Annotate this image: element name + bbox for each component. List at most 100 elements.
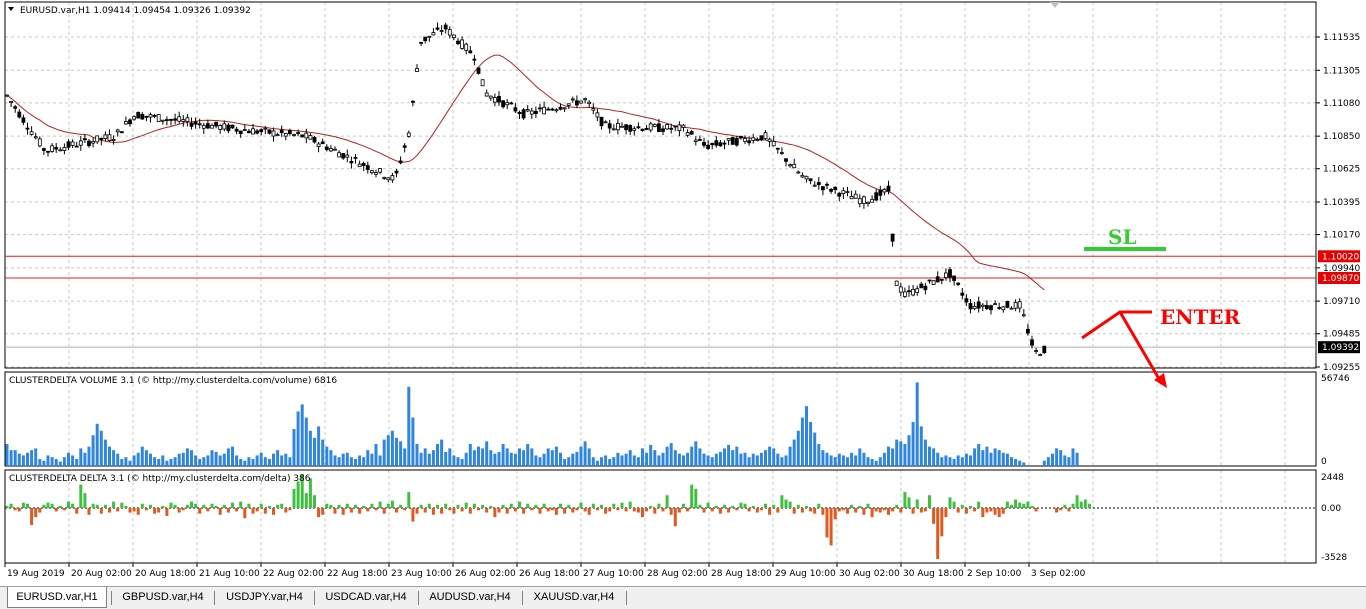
volume-bar <box>403 448 407 466</box>
volume-bar <box>333 455 337 466</box>
candle-body <box>17 111 22 118</box>
volume-bar <box>747 457 751 466</box>
enter-arrow-down[interactable] <box>1118 311 1164 385</box>
candle-body <box>603 121 608 124</box>
delta-bar-positive <box>308 478 312 508</box>
delta-bar-positive <box>231 502 234 508</box>
shift-marker-icon[interactable] <box>1050 2 1060 8</box>
delta-bar-negative <box>989 508 993 512</box>
volume-bar <box>378 455 382 466</box>
volume-bar <box>436 444 439 466</box>
delta-bar-negative <box>546 508 550 512</box>
time-tick-label: 30 Aug 18:00 <box>903 569 964 579</box>
delta-bar-negative <box>341 508 345 515</box>
volume-bar <box>354 458 357 466</box>
candle-body <box>997 307 1002 309</box>
volume-bar <box>358 455 362 466</box>
price-axis[interactable]: 1.11535 1.11305 1.11080 1.10850 1.10625 1.103… <box>1316 33 1360 373</box>
candle-body <box>640 128 645 132</box>
volume-bar <box>649 444 653 466</box>
volume-bar <box>341 453 345 466</box>
candle-body <box>226 124 231 132</box>
candle-body <box>296 132 301 134</box>
delta-bar-negative <box>792 508 796 514</box>
delta-bar-positive <box>46 502 50 508</box>
candle-body <box>78 140 83 146</box>
candle-body <box>156 114 161 122</box>
delta-bar-positive <box>362 505 366 508</box>
delta-bar-negative <box>423 508 427 513</box>
delta-bar-negative <box>997 508 1001 518</box>
volume-bar <box>956 455 960 466</box>
tab-audusd[interactable]: AUDUSD.var,H4 <box>429 591 511 603</box>
delta-bar-negative <box>477 508 480 511</box>
volume-bar <box>1075 452 1079 466</box>
price-tag-box <box>1318 271 1360 284</box>
candle-body <box>99 137 104 140</box>
volume-bar <box>878 457 882 466</box>
delta-bar-positive <box>267 505 271 508</box>
volume-bar <box>46 455 50 466</box>
candle-body <box>874 192 879 201</box>
delta-bar-negative <box>251 508 255 514</box>
delta-bar-negative <box>727 508 731 513</box>
tab-gbpusd[interactable]: GBPUSD.var,H4 <box>122 591 204 603</box>
candle-body <box>406 132 411 137</box>
delta-bar-negative <box>833 508 837 520</box>
tab-usdjpy[interactable]: USDJPY.var,H4 <box>226 591 303 603</box>
volume-bar <box>805 406 808 466</box>
delta-bar-positive <box>83 493 87 508</box>
delta-bar-negative <box>759 508 763 511</box>
delta-bar-positive <box>1079 501 1083 508</box>
delta-bar-negative <box>144 508 148 511</box>
delta-bar-positive <box>1005 501 1009 508</box>
time-axis[interactable]: 19 Aug 2019 20 Aug 02:00 20 Aug 18:00 21 Au… <box>4 563 1086 579</box>
candle-body <box>423 36 428 42</box>
candle-body <box>890 233 895 242</box>
delta-bar-negative <box>272 508 275 515</box>
candle-body <box>558 106 563 110</box>
volume-bar <box>776 453 780 466</box>
volume-bar <box>571 453 575 466</box>
delta-bar-negative <box>940 508 944 537</box>
candle-body <box>74 145 79 148</box>
delta-bar-positive <box>534 504 538 508</box>
delta-bar-negative <box>284 508 288 513</box>
delta-bar-negative <box>468 508 472 514</box>
tab-xauusd[interactable]: XAUUSD.var,H4 <box>533 591 615 603</box>
delta-bar-positive <box>276 504 280 508</box>
candle-body <box>29 131 34 135</box>
main-chart[interactable]: SL ENTER EURUSD.var,H1 1.09414 1.09454 1… <box>5 2 1316 388</box>
delta-bar-negative <box>575 508 579 511</box>
volume-bar <box>682 455 685 466</box>
delta-bar-negative <box>747 508 751 512</box>
volume-bar <box>874 460 878 466</box>
delta-bar-positive <box>481 504 485 508</box>
candle-body <box>1009 307 1014 310</box>
delta-panel[interactable]: CLUSTERDELTA DELTA 3.1 (© http://my.clus… <box>5 473 1347 563</box>
candle-body <box>54 147 59 150</box>
delta-bar-negative <box>460 508 464 512</box>
volume-bar <box>973 448 977 466</box>
delta-bar-negative <box>809 508 813 512</box>
candle-body <box>148 114 153 118</box>
chart-area[interactable]: SL ENTER EURUSD.var,H1 1.09414 1.09454 1… <box>0 0 1366 586</box>
volume-bar <box>407 386 411 466</box>
volume-panel-title: CLUSTERDELTA VOLUME 3.1 (© http://my.clu… <box>9 376 337 386</box>
delta-bar-negative <box>448 508 452 511</box>
delta-bar-negative <box>862 508 866 515</box>
volume-bar <box>833 457 837 466</box>
volume-bar <box>948 457 952 466</box>
tab-eurusd[interactable]: EURUSD.var,H1 <box>7 587 107 608</box>
candle-body <box>394 170 399 174</box>
tab-usdcad[interactable]: USDCAD.var,H4 <box>325 591 407 603</box>
volume-panel[interactable]: CLUSTERDELTA VOLUME 3.1 (© http://my.clu… <box>5 374 1350 467</box>
candle-body <box>681 124 686 128</box>
candle-body <box>747 140 751 144</box>
candle-body <box>222 123 227 130</box>
volume-bar <box>768 446 772 466</box>
candle-body <box>862 196 866 204</box>
volume-bar <box>395 437 398 466</box>
dropdown-triangle-icon[interactable] <box>8 7 14 11</box>
delta-bar-negative <box>645 508 649 512</box>
